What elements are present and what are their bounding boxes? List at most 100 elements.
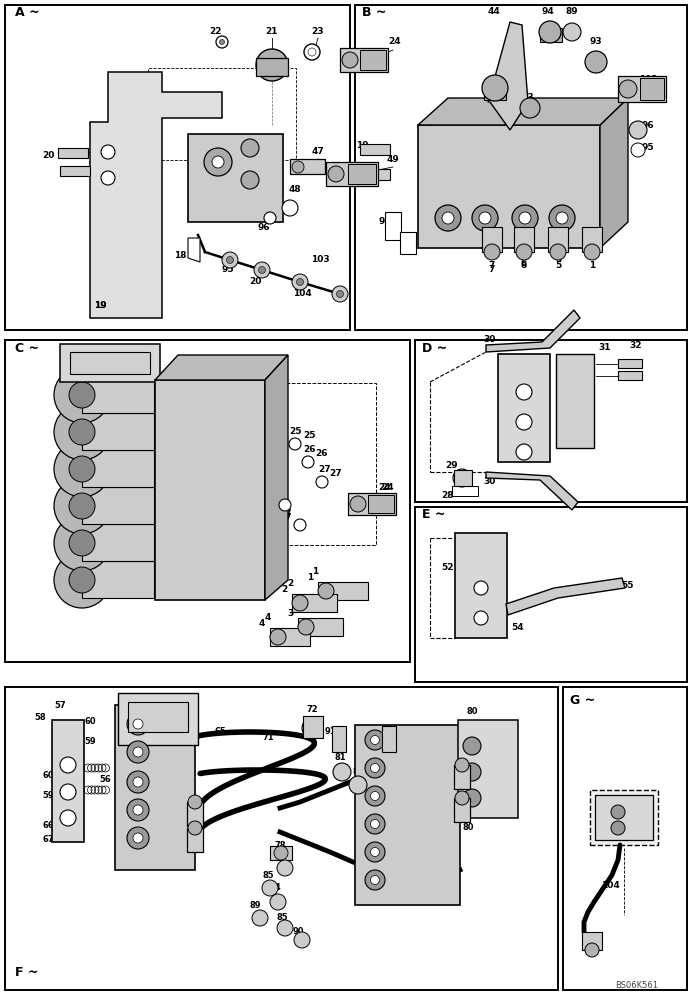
Text: 94: 94 xyxy=(542,7,554,16)
Text: 5: 5 xyxy=(555,255,561,264)
Circle shape xyxy=(472,205,498,231)
Circle shape xyxy=(342,52,358,68)
Circle shape xyxy=(455,758,469,772)
Bar xyxy=(484,82,506,100)
Text: 22: 22 xyxy=(209,27,221,36)
Text: 27: 27 xyxy=(280,512,292,522)
Bar xyxy=(454,798,470,822)
Polygon shape xyxy=(418,98,628,125)
Circle shape xyxy=(256,49,288,81)
Bar xyxy=(368,495,394,513)
Text: 42: 42 xyxy=(482,80,494,89)
Circle shape xyxy=(54,404,110,460)
Bar xyxy=(128,702,188,732)
Bar xyxy=(355,5,687,330)
Circle shape xyxy=(60,810,76,826)
Polygon shape xyxy=(486,472,578,510)
Polygon shape xyxy=(600,98,628,248)
Circle shape xyxy=(127,827,149,849)
Text: 104: 104 xyxy=(293,290,311,298)
Bar xyxy=(400,232,416,254)
Bar xyxy=(618,76,666,102)
Bar xyxy=(256,58,288,76)
Text: 24: 24 xyxy=(389,37,401,46)
Bar xyxy=(82,450,154,487)
Circle shape xyxy=(349,776,367,794)
Bar xyxy=(514,227,534,252)
Text: 53: 53 xyxy=(556,587,568,596)
Bar xyxy=(360,50,386,70)
Circle shape xyxy=(479,212,491,224)
Bar xyxy=(340,48,388,72)
Text: 80: 80 xyxy=(462,824,474,832)
Bar xyxy=(360,169,390,180)
Text: 5: 5 xyxy=(555,261,561,270)
Text: 95: 95 xyxy=(221,265,235,274)
Circle shape xyxy=(539,21,561,43)
Bar xyxy=(82,413,154,450)
Circle shape xyxy=(332,286,348,302)
Bar xyxy=(303,716,323,738)
Text: 10: 10 xyxy=(356,167,368,176)
Circle shape xyxy=(292,595,308,611)
Circle shape xyxy=(365,814,385,834)
Text: 25: 25 xyxy=(303,432,316,440)
Text: 6: 6 xyxy=(521,261,527,270)
Text: 27: 27 xyxy=(280,508,292,518)
Text: 26: 26 xyxy=(266,488,278,497)
Text: 58: 58 xyxy=(34,714,46,722)
Text: 67: 67 xyxy=(42,836,54,844)
Circle shape xyxy=(274,846,288,860)
Text: 30: 30 xyxy=(484,478,496,487)
Circle shape xyxy=(482,75,508,101)
Text: 23: 23 xyxy=(312,27,325,36)
Text: 19: 19 xyxy=(93,302,107,310)
Text: 7: 7 xyxy=(489,265,495,274)
Text: 8: 8 xyxy=(395,233,401,242)
Bar xyxy=(582,932,602,950)
Text: 21: 21 xyxy=(266,27,278,36)
Text: 20: 20 xyxy=(249,277,261,286)
Bar xyxy=(115,705,195,870)
Circle shape xyxy=(296,278,304,286)
Bar xyxy=(415,507,687,682)
Text: E ~: E ~ xyxy=(422,508,446,522)
Text: 24: 24 xyxy=(379,484,391,492)
Circle shape xyxy=(133,833,143,843)
Text: 2: 2 xyxy=(281,584,287,593)
Bar xyxy=(5,340,410,662)
Text: 26: 26 xyxy=(265,492,277,502)
Circle shape xyxy=(69,567,95,593)
Text: 4: 4 xyxy=(265,613,271,622)
Text: 48: 48 xyxy=(289,186,301,194)
Circle shape xyxy=(69,456,95,482)
Bar xyxy=(118,693,198,745)
Circle shape xyxy=(270,894,286,910)
Circle shape xyxy=(69,419,95,445)
Circle shape xyxy=(222,252,238,268)
Text: 1: 1 xyxy=(307,572,313,582)
Text: 85: 85 xyxy=(276,914,288,922)
Polygon shape xyxy=(506,578,625,615)
Circle shape xyxy=(631,143,645,157)
Bar xyxy=(355,725,460,905)
Text: G ~: G ~ xyxy=(570,694,595,706)
Polygon shape xyxy=(486,310,580,352)
Text: 80: 80 xyxy=(466,708,477,716)
Circle shape xyxy=(516,384,532,400)
Circle shape xyxy=(127,771,149,793)
Circle shape xyxy=(336,290,343,298)
Circle shape xyxy=(262,880,278,896)
Circle shape xyxy=(302,456,314,468)
Circle shape xyxy=(133,805,143,815)
Circle shape xyxy=(520,98,540,118)
Circle shape xyxy=(585,943,599,957)
Circle shape xyxy=(277,920,293,936)
Circle shape xyxy=(69,493,95,519)
Text: B ~: B ~ xyxy=(362,5,387,18)
Text: 18: 18 xyxy=(174,250,186,259)
Circle shape xyxy=(54,478,110,534)
Polygon shape xyxy=(90,72,222,318)
Bar xyxy=(60,166,90,176)
Text: 85: 85 xyxy=(262,870,274,880)
